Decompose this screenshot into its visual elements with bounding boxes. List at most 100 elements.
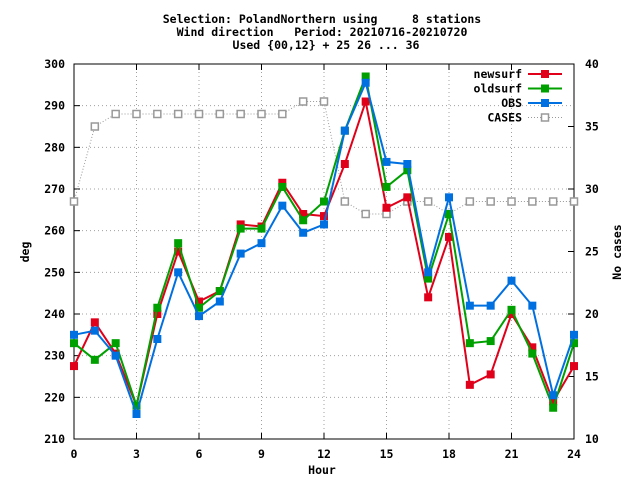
data-point xyxy=(465,339,474,348)
data-point xyxy=(403,193,412,202)
data-point xyxy=(111,109,120,119)
y2-tick-label: 10 xyxy=(585,432,599,446)
x-tick-label: 21 xyxy=(505,447,519,461)
legend-marker xyxy=(541,70,549,78)
data-point xyxy=(195,312,203,321)
title-line-1: Selection: PolandNorthern using 8 statio… xyxy=(163,12,482,26)
data-point xyxy=(257,224,266,233)
data-point xyxy=(465,197,475,206)
y2-tick-label: 25 xyxy=(585,245,599,259)
data-point xyxy=(340,126,349,135)
data-point xyxy=(278,201,287,210)
data-point xyxy=(361,97,370,106)
y-axis-label: deg xyxy=(18,242,32,263)
data-point xyxy=(382,203,391,212)
data-point xyxy=(423,197,433,206)
data-point xyxy=(257,109,266,119)
data-point xyxy=(465,380,474,389)
data-point xyxy=(90,326,99,335)
legend-marker xyxy=(541,99,549,107)
data-point xyxy=(174,268,183,277)
data-point xyxy=(299,216,308,225)
data-point xyxy=(361,78,370,87)
legend-label: CASES xyxy=(487,111,522,125)
legend-label: OBS xyxy=(501,96,522,110)
y-tick-label: 260 xyxy=(44,224,65,238)
data-point xyxy=(153,335,162,343)
y-tick-label: 290 xyxy=(44,99,65,113)
x-tick-label: 24 xyxy=(567,447,581,461)
legend-marker xyxy=(540,113,550,122)
y-tick-label: 250 xyxy=(44,265,65,279)
title-line-2: Wind direction Period: 20210716-20210720 xyxy=(177,25,468,39)
data-point xyxy=(507,305,516,314)
data-point xyxy=(320,197,328,206)
x-tick-label: 6 xyxy=(196,447,203,461)
data-point xyxy=(424,293,433,302)
data-point xyxy=(215,297,224,306)
data-point xyxy=(528,301,537,310)
data-point xyxy=(215,109,225,119)
legend-item-obs: OBS xyxy=(501,96,562,110)
data-point xyxy=(549,403,558,412)
x-tick-label: 15 xyxy=(380,447,394,461)
y-tick-label: 220 xyxy=(44,390,65,404)
data-point xyxy=(236,224,245,233)
data-point xyxy=(319,97,329,106)
data-point xyxy=(486,301,495,310)
series-obs xyxy=(70,78,578,418)
y2-tick-label: 15 xyxy=(585,370,599,384)
data-point xyxy=(70,339,78,348)
data-point xyxy=(90,318,99,327)
data-point xyxy=(507,197,516,206)
data-point xyxy=(424,268,433,277)
y2-tick-label: 35 xyxy=(585,120,599,134)
chart-title: Selection: PolandNorthern using 8 statio… xyxy=(163,12,482,52)
data-point xyxy=(465,301,474,310)
y-tick-label: 230 xyxy=(44,349,65,363)
x-axis-label: Hour xyxy=(308,463,336,477)
data-point xyxy=(486,370,495,379)
data-point xyxy=(320,212,328,221)
data-point xyxy=(236,249,245,258)
series xyxy=(69,72,579,418)
data-point xyxy=(173,109,183,119)
legend-marker xyxy=(541,84,549,93)
data-point xyxy=(445,193,453,202)
data-point xyxy=(528,197,537,206)
legend-label: newsurf xyxy=(474,67,523,81)
x-tick-label: 0 xyxy=(71,447,78,461)
data-point xyxy=(340,160,349,168)
y-tick-label: 210 xyxy=(44,432,65,446)
x-tick-label: 18 xyxy=(442,447,456,461)
y-tick-label: 300 xyxy=(44,57,65,71)
data-point xyxy=(194,109,204,119)
legend-item-newsurf: newsurf xyxy=(474,67,562,81)
data-point xyxy=(548,197,558,206)
data-point xyxy=(403,160,412,168)
legend-item-oldsurf: oldsurf xyxy=(474,82,562,96)
data-point xyxy=(570,362,578,371)
data-point xyxy=(236,109,245,119)
data-point xyxy=(570,330,578,339)
data-point xyxy=(70,330,78,339)
data-point xyxy=(70,362,78,371)
data-point xyxy=(278,182,287,191)
data-point xyxy=(549,391,558,400)
x-tick-label: 12 xyxy=(317,447,331,461)
data-point xyxy=(382,157,391,166)
data-point xyxy=(361,209,370,219)
y-tick-label: 270 xyxy=(44,182,65,196)
data-point xyxy=(320,220,328,229)
legend-item-cases: CASES xyxy=(487,111,562,125)
data-point xyxy=(528,349,537,358)
y-tick-label: 240 xyxy=(44,307,65,321)
data-point xyxy=(569,197,579,206)
data-point xyxy=(507,276,516,285)
data-point xyxy=(153,109,162,119)
data-point xyxy=(153,303,162,312)
data-point xyxy=(69,197,79,206)
data-point xyxy=(111,351,120,360)
data-point xyxy=(486,197,495,206)
data-point xyxy=(111,339,120,348)
